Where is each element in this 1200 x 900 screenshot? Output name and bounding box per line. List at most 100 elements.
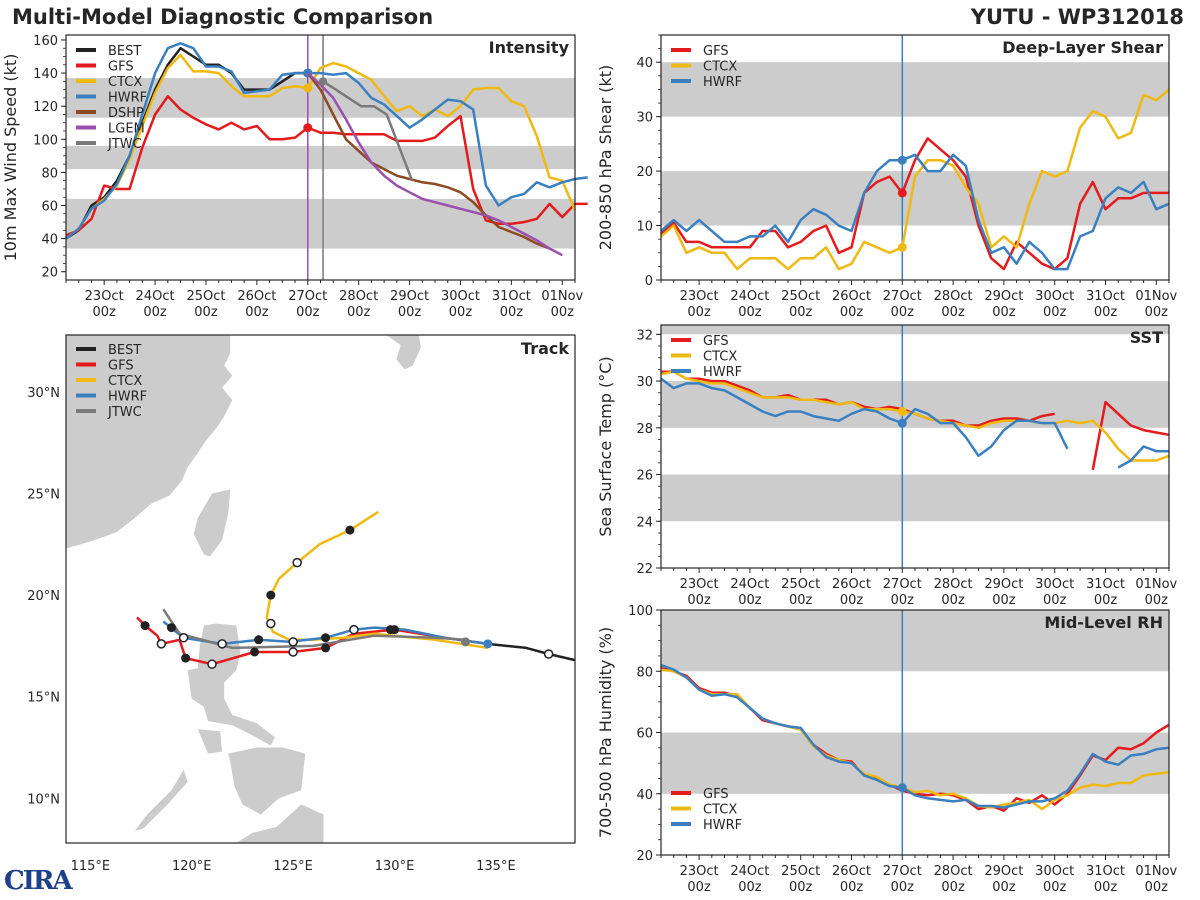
shaded-band	[66, 198, 575, 249]
series-line-gfs	[660, 137, 1169, 271]
y-axis-label: Sea Surface Temp (°C)	[596, 356, 615, 536]
x-tick-label-hour: 00z	[738, 880, 762, 895]
y-tick-label: 26	[636, 469, 653, 484]
storm-title: YUTU - WP312018	[970, 5, 1184, 29]
x-tick-label-hour: 00z	[789, 305, 813, 320]
x-tick-label-hour: 00z	[1043, 880, 1067, 895]
y-tick-label: 20	[41, 266, 58, 281]
x-tick-label-hour: 00z	[500, 305, 524, 320]
x-tick-label-date: 25Oct	[781, 577, 820, 592]
series-marker-ctcx	[303, 83, 313, 93]
page-title: Multi-Model Diagnostic Comparison	[12, 5, 434, 29]
y-tick-label: 100	[628, 604, 653, 619]
x-tick-label-hour: 00z	[1043, 593, 1067, 608]
series-line-ctcx	[660, 370, 1170, 462]
x-tick-label-date: 25Oct	[186, 289, 225, 304]
cira-logo-icon: CIRA	[4, 866, 73, 896]
series-line-ctcx	[660, 88, 1170, 271]
chart-sst: 22242628303223Oct00z24Oct00z25Oct00z26Oc…	[596, 324, 1178, 608]
x-tick-label: 115°E	[71, 859, 111, 874]
x-tick-label-date: 31Oct	[1086, 577, 1125, 592]
y-tick-label: 10°N	[27, 792, 60, 807]
x-tick-label-date: 23Oct	[680, 577, 719, 592]
x-tick-label-date: 28Oct	[934, 289, 973, 304]
track-marker-filled	[266, 590, 276, 600]
series-line-lgem	[306, 72, 563, 257]
x-tick-label-date: 24Oct	[730, 577, 769, 592]
series-marker-hwrf	[897, 783, 907, 793]
track-marker-open	[178, 633, 189, 643]
legend-label-hwrf: HWRF	[108, 91, 147, 106]
x-tick-label-hour: 00z	[1043, 305, 1067, 320]
track-marker-filled	[181, 653, 191, 663]
series-marker-gfs	[303, 123, 313, 133]
x-tick-label-hour: 00z	[891, 593, 915, 608]
land-mindanao	[236, 804, 324, 843]
x-tick-label-date: 27Oct	[288, 289, 327, 304]
track-marker-filled	[166, 623, 176, 633]
x-tick-label-date: 01Nov	[1135, 289, 1177, 304]
x-tick-label-date: 27Oct	[883, 864, 922, 879]
track-line-jtwc	[162, 608, 466, 650]
y-tick-label: 20°N	[27, 589, 60, 604]
x-tick-label-hour: 00z	[992, 305, 1016, 320]
shaded-band	[661, 732, 1169, 794]
x-tick-label-hour: 00z	[789, 593, 813, 608]
legend-label-best: BEST	[108, 343, 141, 358]
x-tick-label-date: 01Nov	[1135, 577, 1177, 592]
legend-label-jtwc: JTWC	[107, 137, 142, 152]
x-tick-label-hour: 00z	[1145, 593, 1169, 608]
plot-frame	[65, 334, 576, 844]
y-tick-label: 30°N	[27, 386, 60, 401]
land-mindoro	[197, 729, 223, 754]
x-tick-label-hour: 00z	[1145, 305, 1169, 320]
legend-label-hwrf: HWRF	[703, 75, 742, 90]
x-tick-label-hour: 00z	[245, 305, 269, 320]
y-tick-label: 24	[636, 515, 653, 530]
x-tick-label-date: 31Oct	[1086, 289, 1125, 304]
x-tick-label-date: 24Oct	[730, 864, 769, 879]
track-marker-init	[483, 639, 493, 649]
land-taiwan	[193, 489, 231, 557]
track-marker-open	[156, 639, 167, 649]
y-tick-label: 15°N	[27, 691, 60, 706]
track-marker-filled	[385, 625, 395, 635]
legend-label-gfs: GFS	[108, 359, 134, 374]
legend-label-gfs: GFS	[703, 334, 729, 349]
plot-frame	[660, 609, 1170, 856]
x-tick-label-hour: 00z	[449, 305, 473, 320]
series-line-hwrf	[660, 663, 1170, 809]
series-line-jtwc	[322, 80, 414, 182]
x-tick-label-hour: 00z	[738, 593, 762, 608]
x-tick-label-hour: 00z	[941, 305, 965, 320]
y-tick-label: 60	[41, 200, 58, 215]
panel-title: Intensity	[489, 38, 570, 57]
legend-label-gfs: GFS	[703, 44, 729, 59]
shaded-band	[661, 610, 1169, 672]
x-tick-label-hour: 00z	[840, 880, 864, 895]
x-tick-label-date: 23Oct	[680, 864, 719, 879]
shaded-band	[661, 474, 1169, 522]
legend-label-gfs: GFS	[108, 60, 134, 75]
y-tick-label: 22	[636, 562, 653, 577]
x-tick-label-date: 29Oct	[984, 864, 1023, 879]
plot-frame	[65, 34, 576, 281]
track-marker-filled	[250, 647, 260, 657]
y-axis-label: 10m Max Wind Speed (kt)	[1, 54, 20, 262]
series-line-ctcx	[65, 53, 577, 240]
y-tick-label: 30	[636, 111, 653, 126]
x-tick-label-hour: 00z	[738, 305, 762, 320]
track-marker-open	[288, 637, 298, 647]
x-tick-label-date: 30Oct	[1035, 577, 1074, 592]
legend-label-ctcx: CTCX	[703, 803, 737, 818]
series-marker-ctcx	[897, 242, 907, 252]
x-tick-label-hour: 00z	[92, 305, 116, 320]
series-marker-gfs	[897, 188, 907, 198]
x-tick-label-date: 23Oct	[85, 289, 124, 304]
legend-label-hwrf: HWRF	[108, 390, 147, 405]
x-tick-label-hour: 00z	[551, 305, 575, 320]
panel-title: Track	[521, 339, 569, 358]
legend-label-ctcx: CTCX	[703, 60, 737, 75]
shaded-band	[661, 325, 1169, 335]
